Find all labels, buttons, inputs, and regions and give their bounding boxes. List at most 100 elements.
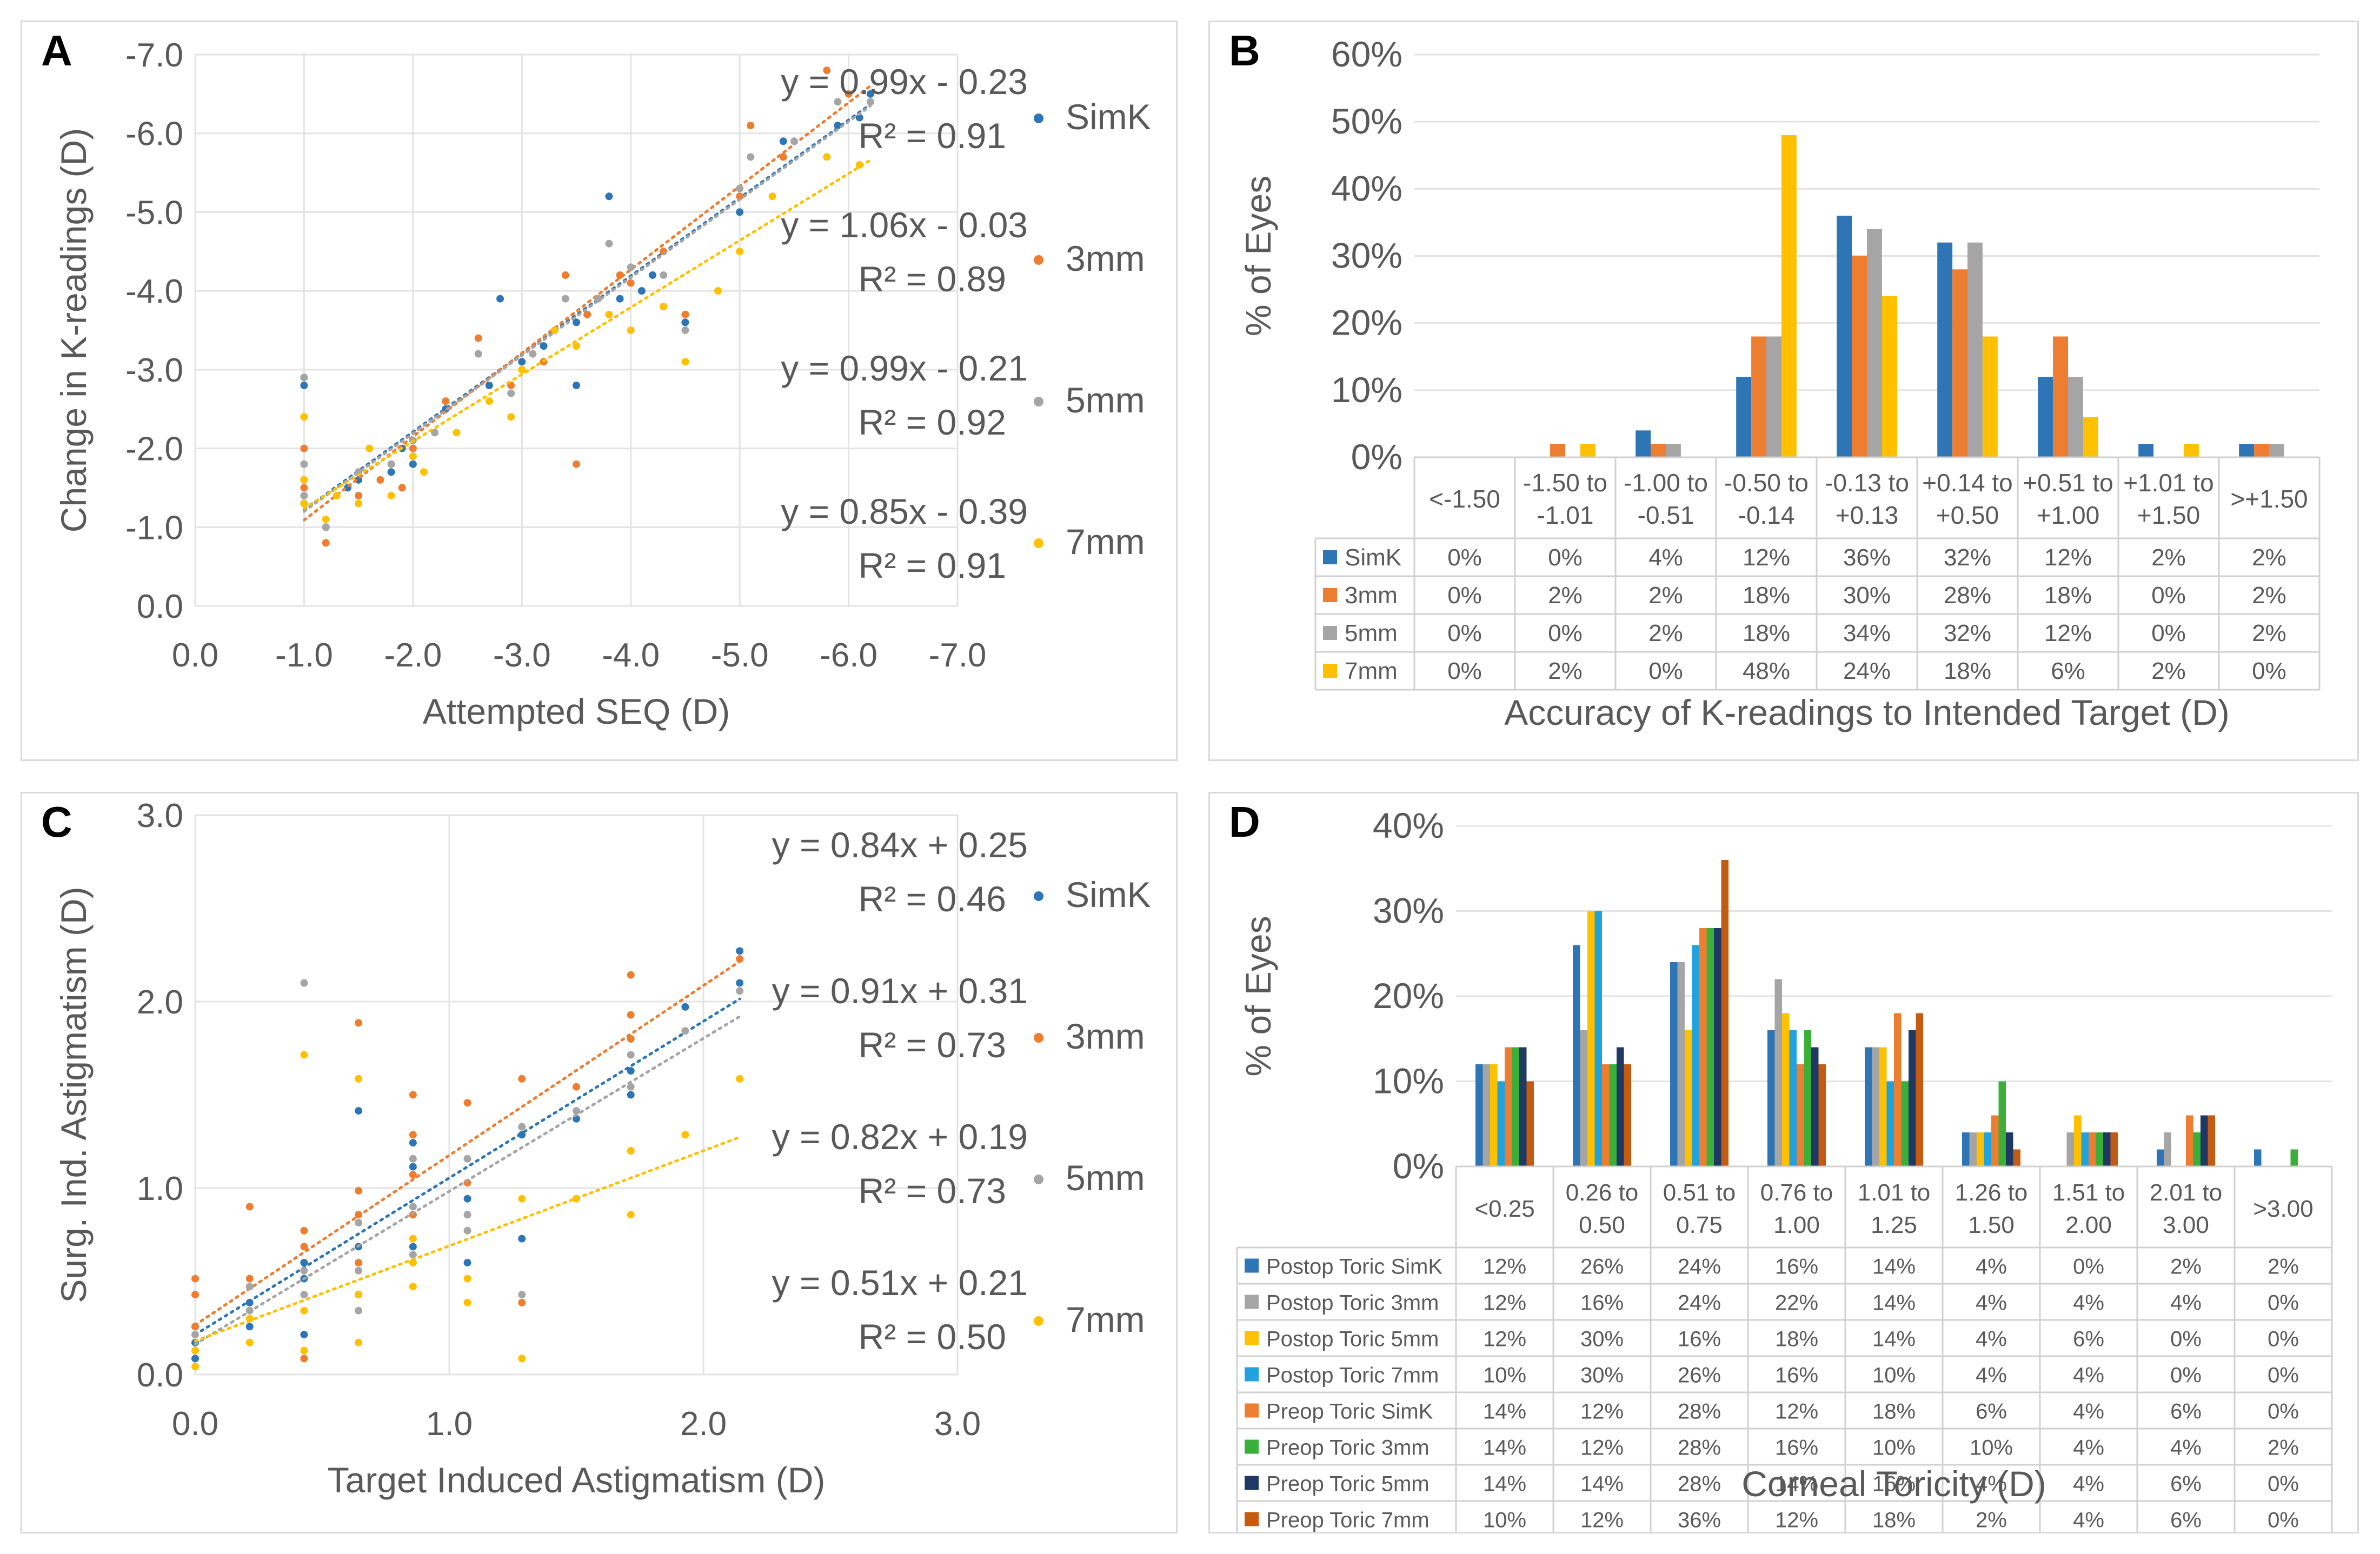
bar-preop-toric-simk	[1699, 928, 1707, 1166]
data-point-7mm	[627, 1147, 635, 1155]
table-cell-value: 0%	[2151, 620, 2186, 646]
table-cell-value: 0%	[2268, 1472, 2299, 1496]
series-name: Preop Toric 7mm	[1266, 1509, 1430, 1532]
data-point-3mm	[355, 1186, 363, 1195]
table-cell-value: 2%	[2268, 1255, 2299, 1279]
data-point-simk	[573, 382, 580, 389]
data-point-simk	[573, 318, 580, 326]
data-point-3mm	[747, 122, 755, 130]
data-point-7mm	[507, 413, 515, 421]
y-tick-label: 3.0	[137, 797, 183, 835]
bar-simk	[1937, 242, 1953, 457]
chart-a-svg: 0.0 -1.0 -2.0 -3.0 -4.0 -5.0 -6.0 -7.0 0.0 -1.0 -2…	[41, 26, 1151, 731]
table-cell-value: 0%	[1447, 620, 1482, 646]
y-tick-label: 0%	[1393, 1146, 1444, 1186]
bar-5mm	[1766, 336, 1781, 457]
data-point-3mm	[355, 1019, 363, 1027]
table-cell-value: 28%	[1678, 1472, 1721, 1496]
data-point-5mm	[474, 350, 482, 358]
y-tick-label: 0.0	[137, 1357, 183, 1394]
legend-key-preop-toric-simk	[1245, 1403, 1259, 1418]
data-point-5mm	[627, 1083, 635, 1091]
table-cell-value: 4%	[1976, 1472, 2007, 1496]
table-cell-value: 14%	[1872, 1328, 1916, 1351]
table-cell-value: 2%	[2268, 1436, 2299, 1460]
data-point-7mm	[191, 1346, 199, 1355]
legend-marker-5mm	[1034, 397, 1043, 406]
bar-preop-toric-5mm	[1714, 928, 1721, 1166]
y-axis-title: Surg. Ind. Astigmatism (D)	[54, 886, 94, 1303]
trendline-equation: y = 0.91x + 0.31	[772, 971, 1028, 1011]
bar-preop-toric-3mm	[1901, 1081, 1909, 1166]
table-cell-value: 18%	[1743, 620, 1790, 646]
table-cell-value: 10%	[1872, 1364, 1916, 1388]
data-point-5mm	[300, 374, 308, 382]
data-point-3mm	[409, 1091, 417, 1099]
data-point-3mm	[627, 1035, 635, 1043]
y-tick-label: -7.0	[125, 37, 183, 74]
bar-preop-toric-3mm	[1804, 1030, 1811, 1166]
data-point-7mm	[355, 1075, 363, 1083]
category-label: +1.01 to	[2123, 469, 2214, 497]
bar-preop-toric-3mm	[1609, 1064, 1617, 1166]
category-label: 1.50	[1968, 1212, 2015, 1238]
table-cell-value: 30%	[1580, 1328, 1624, 1351]
table-cell-value: 14%	[1872, 1255, 1916, 1279]
data-point-simk	[463, 1259, 471, 1266]
legend-marker-5mm	[1034, 1175, 1043, 1184]
data-point-simk	[736, 208, 744, 216]
data-point-7mm	[736, 1075, 744, 1083]
table-cell-value: 4%	[2073, 1291, 2104, 1315]
table-cell-value: 12%	[1775, 1400, 1818, 1424]
panel-letter: D	[1229, 798, 1260, 846]
table-cell-value: 0%	[2170, 1328, 2202, 1351]
data-point-7mm	[300, 413, 308, 421]
data-point-7mm	[681, 1131, 689, 1139]
data-point-3mm	[463, 1099, 471, 1107]
table-cell-value: 18%	[1944, 658, 1991, 684]
x-tick-label: 0.0	[172, 637, 218, 674]
data-point-5mm	[387, 460, 395, 468]
data-point-simk	[855, 114, 863, 122]
data-point-7mm	[333, 492, 341, 499]
table-cell-value: 6%	[2073, 1328, 2104, 1351]
data-point-3mm	[573, 1083, 580, 1091]
panel-a-scatter-seq: 0.0 -1.0 -2.0 -3.0 -4.0 -5.0 -6.0 -7.0 0.0 -1.0 -2…	[21, 21, 1178, 761]
data-point-7mm	[300, 476, 308, 484]
table-cell-value: 4%	[2170, 1291, 2202, 1315]
x-tick-label: -3.0	[493, 637, 551, 674]
data-point-7mm	[518, 1355, 526, 1363]
bar-postop-toric-5mm	[1587, 911, 1595, 1166]
bar-preop-toric-simk	[1991, 1115, 1999, 1166]
bar-preop-toric-7mm	[2110, 1132, 2118, 1166]
y-axis-title: % of Eyes	[1238, 176, 1278, 336]
category-label: 1.26 to	[1955, 1179, 2028, 1206]
data-point-7mm	[355, 1291, 363, 1299]
table-cell-value: 0%	[2268, 1400, 2299, 1424]
data-point-5mm	[245, 1283, 254, 1291]
table-cell-value: 18%	[1872, 1509, 1916, 1532]
x-tick-label: 2.0	[680, 1405, 727, 1443]
bar-postop-toric-7mm	[2081, 1132, 2089, 1166]
data-point-5mm	[463, 1155, 471, 1163]
table-cell-value: 16%	[1775, 1364, 1818, 1388]
bar-preop-toric-simk	[2186, 1115, 2193, 1166]
table-cell-value: 12%	[2044, 544, 2092, 571]
data-point-simk	[681, 318, 689, 326]
table-cell-value: 36%	[1843, 544, 1891, 571]
table-cell-value: 0%	[2268, 1509, 2299, 1532]
x-tick-label: 3.0	[934, 1405, 981, 1443]
category-label: 2.01 to	[2150, 1179, 2223, 1206]
data-point-7mm	[681, 358, 689, 366]
table-cell-value: 4%	[2073, 1472, 2104, 1496]
table-cell-value: 0%	[1447, 544, 1482, 571]
bar-3mm	[1852, 256, 1867, 457]
category-label: 2.00	[2065, 1212, 2112, 1238]
table-cell-value: 12%	[1483, 1291, 1526, 1315]
data-point-7mm	[463, 1298, 471, 1306]
data-point-3mm	[300, 484, 308, 492]
table-cell-value: 0%	[1548, 544, 1583, 571]
legend-key-7mm	[1323, 664, 1337, 678]
data-point-simk	[779, 137, 787, 145]
y-tick-label: -1.0	[125, 509, 183, 546]
